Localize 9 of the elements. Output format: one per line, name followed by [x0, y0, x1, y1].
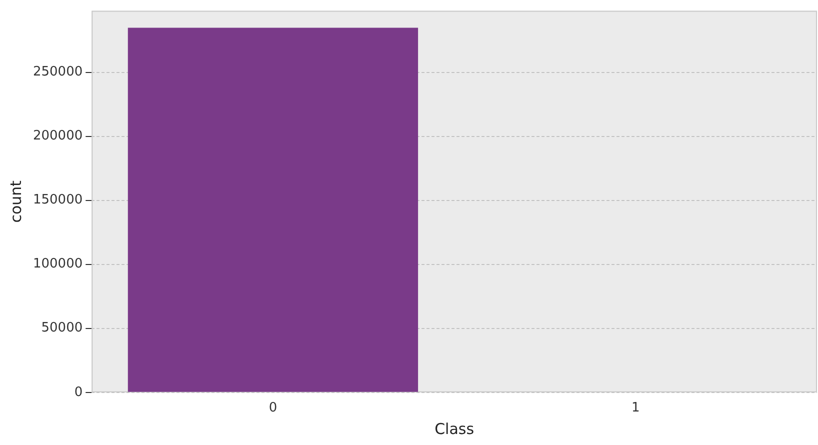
- y-tick-label: 150000: [32, 192, 83, 208]
- y-tick-label: 50000: [41, 320, 83, 336]
- y-tick-label: 200000: [32, 128, 83, 144]
- y-tick-label: 250000: [32, 64, 83, 80]
- x-axis-title: Class: [434, 420, 474, 438]
- x-tick-label: 1: [632, 400, 640, 416]
- y-tick-label: 0: [74, 384, 83, 400]
- y-tick-label: 100000: [32, 256, 83, 272]
- y-axis-title: count: [6, 180, 25, 223]
